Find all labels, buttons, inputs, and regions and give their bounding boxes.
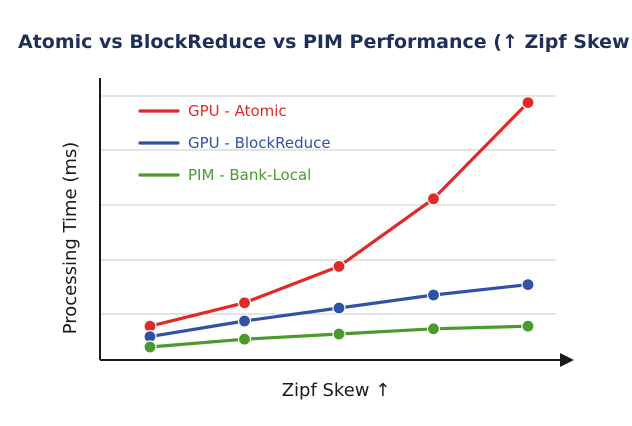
legend-label-3: PIM - Bank-Local bbox=[188, 166, 311, 184]
chart-title: Atomic vs BlockReduce vs PIM Performance… bbox=[18, 31, 632, 53]
data-point bbox=[143, 340, 157, 354]
data-point bbox=[426, 322, 441, 336]
data-point bbox=[332, 327, 346, 341]
data-point bbox=[426, 192, 441, 206]
data-point bbox=[521, 278, 535, 292]
data-point bbox=[237, 314, 252, 328]
grid-lines bbox=[100, 95, 556, 315]
data-point bbox=[332, 259, 346, 273]
data-point bbox=[332, 301, 346, 315]
x-axis-arrow-icon bbox=[560, 353, 574, 367]
data-point bbox=[521, 319, 535, 333]
data-point bbox=[237, 296, 252, 310]
y-axis-label: Processing Time (ms) bbox=[60, 142, 81, 335]
x-axis-label: Zipf Skew ↑ bbox=[282, 380, 391, 401]
series-layer bbox=[143, 95, 535, 354]
legend-label-1: GPU - Atomic bbox=[188, 102, 287, 120]
legend-label-2: GPU - BlockReduce bbox=[188, 134, 331, 152]
data-point bbox=[521, 95, 535, 110]
legend: GPU - Atomic GPU - BlockReduce PIM - Bank-… bbox=[138, 102, 331, 184]
data-point bbox=[426, 288, 441, 302]
data-point bbox=[237, 332, 252, 346]
